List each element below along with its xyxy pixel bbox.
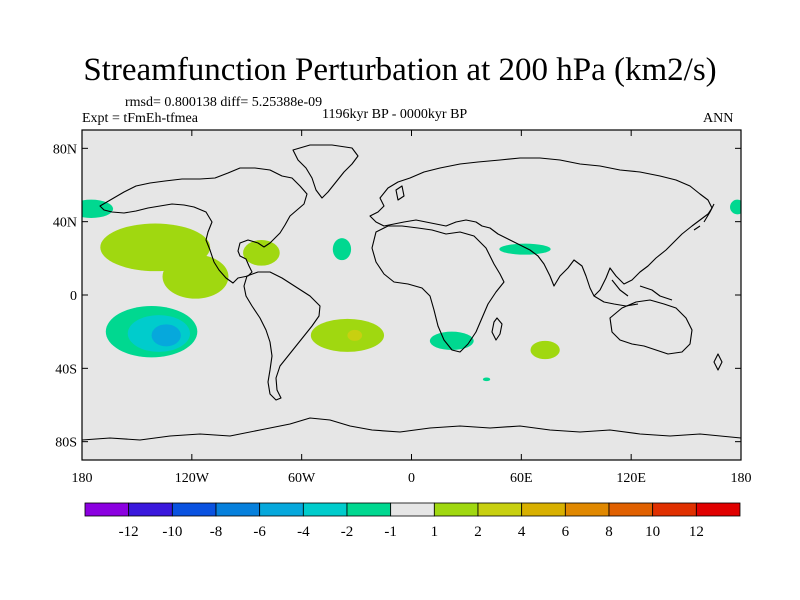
colorbar-label: -1	[384, 524, 397, 540]
y-tick-label: 40S	[55, 362, 77, 377]
x-tick-label: 180	[72, 471, 93, 486]
anomaly-s-atlantic-pos-core	[347, 329, 363, 341]
colorbar-swatch	[477, 502, 523, 517]
colorbar-label: 1	[431, 524, 439, 540]
colorbar-swatch	[346, 502, 392, 517]
colorbar-label: -4	[297, 524, 310, 540]
coast-uk	[395, 185, 405, 201]
colorbar-swatch	[84, 502, 130, 517]
colorbar-swatch	[608, 502, 654, 517]
plot-title: Streamfunction Perturbation at 200 hPa (…	[83, 52, 717, 88]
colorbar-swatch	[128, 502, 173, 517]
x-tick-label: 60W	[288, 471, 316, 486]
colorbar-swatch	[652, 502, 697, 517]
stats-label: rmsd= 0.800138 diff= 5.25388e-09	[125, 95, 323, 110]
colorbar-swatch	[695, 502, 741, 517]
x-tick-label: 0	[408, 471, 415, 486]
y-tick-label: 0	[70, 289, 77, 304]
colorbar-swatch	[433, 502, 479, 517]
experiment-label: Expt = tFmEh-tfmea	[82, 111, 198, 126]
coast-greenland	[292, 144, 359, 199]
colorbar-swatch	[259, 502, 304, 517]
anomaly-s-indian-small-neg	[482, 377, 491, 382]
colorbar-label: -12	[119, 524, 139, 540]
x-tick-label: 180	[731, 471, 752, 486]
x-tick-label: 60E	[510, 471, 533, 486]
coast-antarctica	[82, 417, 741, 441]
coast-japan	[693, 203, 715, 231]
colorbar-label: -8	[210, 524, 223, 540]
period-label: 1196kyr BP - 0000kyr BP	[322, 107, 468, 122]
coast-south-america	[243, 271, 321, 401]
coast-africa	[371, 225, 505, 353]
anomaly-ne-pacific-east-neg	[730, 199, 741, 215]
colorbar-label: -6	[253, 524, 266, 540]
anomaly-s-africa-neg	[429, 331, 474, 351]
colorbar-label: 12	[689, 524, 704, 540]
colorbar-swatch	[564, 502, 610, 517]
colorbar-label: 4	[518, 524, 526, 540]
colorbar-swatch	[302, 502, 348, 517]
colorbar-swatch	[215, 502, 261, 517]
anomaly-n-pacific-west-neg	[82, 199, 114, 218]
y-tick-label: 80S	[55, 436, 77, 451]
coast-indonesia	[593, 279, 673, 307]
colorbar-swatch	[171, 502, 217, 517]
y-tick-label: 80N	[53, 142, 77, 157]
colorbar-swatch	[390, 502, 435, 517]
anomaly-s-atlantic-pos	[310, 318, 385, 352]
colorbar-label: 8	[605, 524, 613, 540]
coast-australia	[609, 299, 693, 355]
anomaly-atlantic-neg	[332, 238, 352, 261]
x-tick-label: 120E	[616, 471, 646, 486]
colorbar-swatch	[521, 502, 566, 517]
axis-layer: 180 120W 60W 0 60E 120E 180 80N 40N 0 40S 80S	[53, 130, 752, 486]
coast-north-america	[99, 167, 308, 284]
colorbar: -12 -10 -8 -6 -4 -2 -1 1 2 4 6 8 10 12	[84, 502, 741, 540]
season-label: ANN	[703, 111, 734, 126]
colorbar-label: -2	[341, 524, 354, 540]
colorbar-label: 2	[474, 524, 482, 540]
anomaly-s-indian-pos	[530, 340, 560, 360]
anomaly-ne-pacific-pos	[162, 254, 229, 299]
y-tick-label: 40N	[53, 216, 77, 231]
x-tick-label: 120W	[175, 471, 210, 486]
colorbar-label: 6	[562, 524, 570, 540]
anomaly-s-pacific-neg-core	[151, 324, 181, 347]
anomaly-layer	[82, 199, 741, 382]
coast-eurasia	[369, 157, 713, 297]
coast-madagascar	[491, 317, 503, 341]
anomaly-caribbean-pos	[243, 240, 280, 266]
colorbar-label: 10	[645, 524, 660, 540]
coast-new-zealand	[713, 353, 723, 371]
coastlines	[82, 144, 741, 441]
anomaly-india-neg	[499, 243, 551, 255]
colorbar-label: -10	[162, 524, 182, 540]
